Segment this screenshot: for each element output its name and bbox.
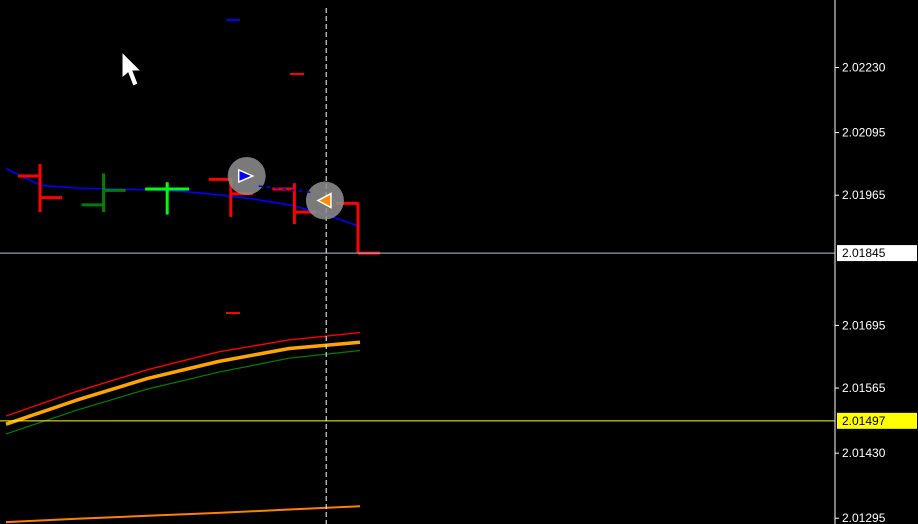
series-line-0 [5,167,361,228]
level-price-label: 2.01497 [842,414,886,428]
series-line-1 [5,331,361,417]
price-tick-label: 2.01565 [842,381,886,395]
price-tick-label: 2.01295 [842,511,886,524]
bid-price-label: 2.01845 [842,246,886,260]
series-line-2 [5,340,361,426]
bid-price-label-bg [837,245,917,262]
buy-trade-marker[interactable] [227,156,266,195]
sell-trade-marker[interactable] [305,181,344,220]
price-tick-label: 2.01430 [842,446,886,460]
ohlc-bar-0 [18,163,62,213]
series-line-3 [5,349,361,435]
sell-arrow-icon [316,192,332,209]
ohlc-bar-5 [336,201,380,255]
trade-connector [258,185,314,194]
series-line-4 [5,505,361,524]
chart-overlays [0,8,835,524]
indicator-lines [5,167,361,524]
price-tick-label: 2.02095 [842,126,886,140]
mouse-cursor-icon [121,50,143,87]
price-tick-label: 2.01695 [842,318,886,332]
buy-arrow-icon [237,168,255,184]
price-axis[interactable]: 2.02230 2.02095 2.01965 2.01695 2.01565 2.014… [834,0,917,524]
price-tick-label: 2.01965 [842,188,886,202]
price-tick-label: 2.02230 [842,60,886,74]
ohlc-bar-1 [81,173,126,213]
ohlc-bar-2 [145,182,190,215]
level-price-label-bg [837,412,917,429]
